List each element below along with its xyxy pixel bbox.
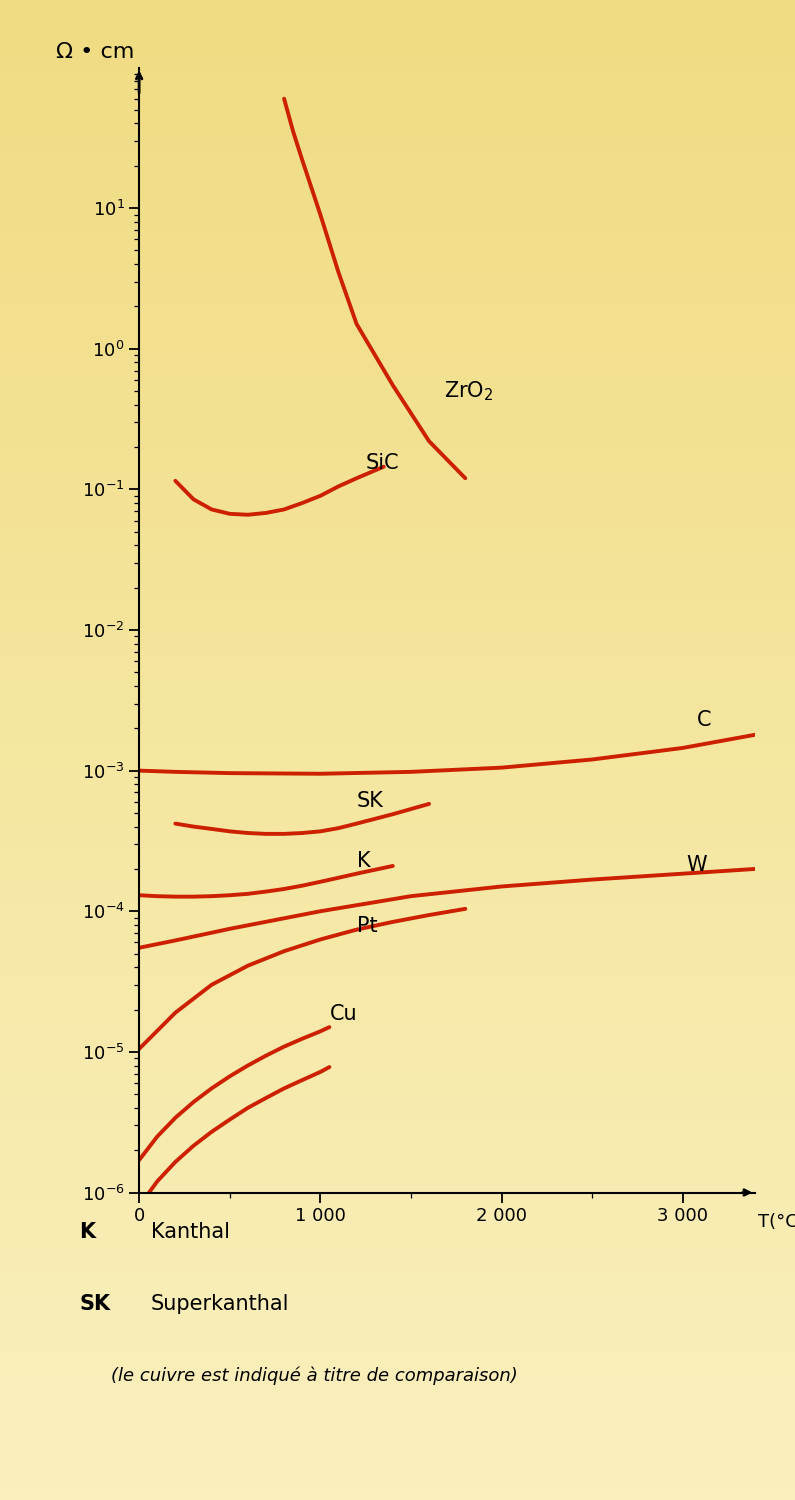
Text: C: C	[697, 710, 712, 730]
Text: SK: SK	[357, 790, 383, 812]
Text: Cu: Cu	[329, 1005, 357, 1025]
Text: K: K	[357, 850, 370, 871]
Text: Pt: Pt	[357, 916, 377, 936]
Text: SiC: SiC	[366, 453, 399, 472]
Text: Kanthal: Kanthal	[151, 1222, 230, 1242]
Text: Ω • cm: Ω • cm	[56, 42, 134, 62]
Text: W: W	[686, 855, 707, 874]
Text: K: K	[80, 1222, 95, 1242]
Text: Superkanthal: Superkanthal	[151, 1294, 289, 1314]
Text: ZrO$_2$: ZrO$_2$	[444, 380, 493, 404]
Text: T(°C): T(°C)	[758, 1212, 795, 1230]
Text: (le cuivre est indiqué à titre de comparaison): (le cuivre est indiqué à titre de compar…	[111, 1366, 518, 1384]
Text: SK: SK	[80, 1294, 111, 1314]
